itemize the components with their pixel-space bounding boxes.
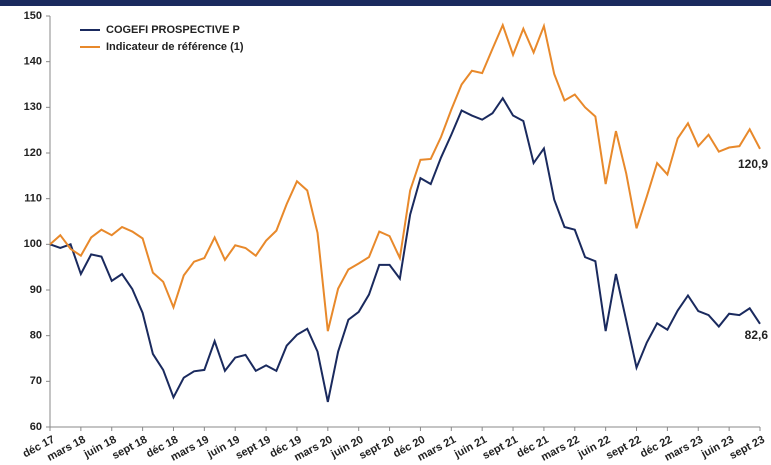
y-tick-label: 130 xyxy=(24,101,42,113)
y-tick-label: 150 xyxy=(24,10,42,22)
value-label: 82,6 xyxy=(745,328,769,342)
x-tick-label: sept 19 xyxy=(234,434,273,462)
y-tick-label: 70 xyxy=(30,375,42,387)
x-tick-label: sept 20 xyxy=(357,434,396,462)
y-tick-label: 80 xyxy=(30,330,42,342)
legend-label: Indicateur de référence (1) xyxy=(106,41,244,53)
series-line xyxy=(49,22,761,332)
x-tick-label: sept 18 xyxy=(110,434,149,462)
y-tick-label: 100 xyxy=(24,238,42,250)
y-tick-label: 60 xyxy=(30,421,42,433)
y-tick-label: 140 xyxy=(24,56,42,68)
y-tick-label: 120 xyxy=(24,147,42,159)
series-line xyxy=(49,96,761,403)
x-tick-label: sept 21 xyxy=(481,434,520,462)
y-tick-label: 90 xyxy=(30,284,42,296)
x-tick-label: sept 23 xyxy=(728,434,767,462)
y-tick-label: 110 xyxy=(24,193,42,205)
value-label: 120,9 xyxy=(738,157,768,171)
legend-label: COGEFI PROSPECTIVE P xyxy=(106,24,240,36)
top-bar xyxy=(0,0,771,6)
x-tick-label: sept 22 xyxy=(604,434,643,462)
